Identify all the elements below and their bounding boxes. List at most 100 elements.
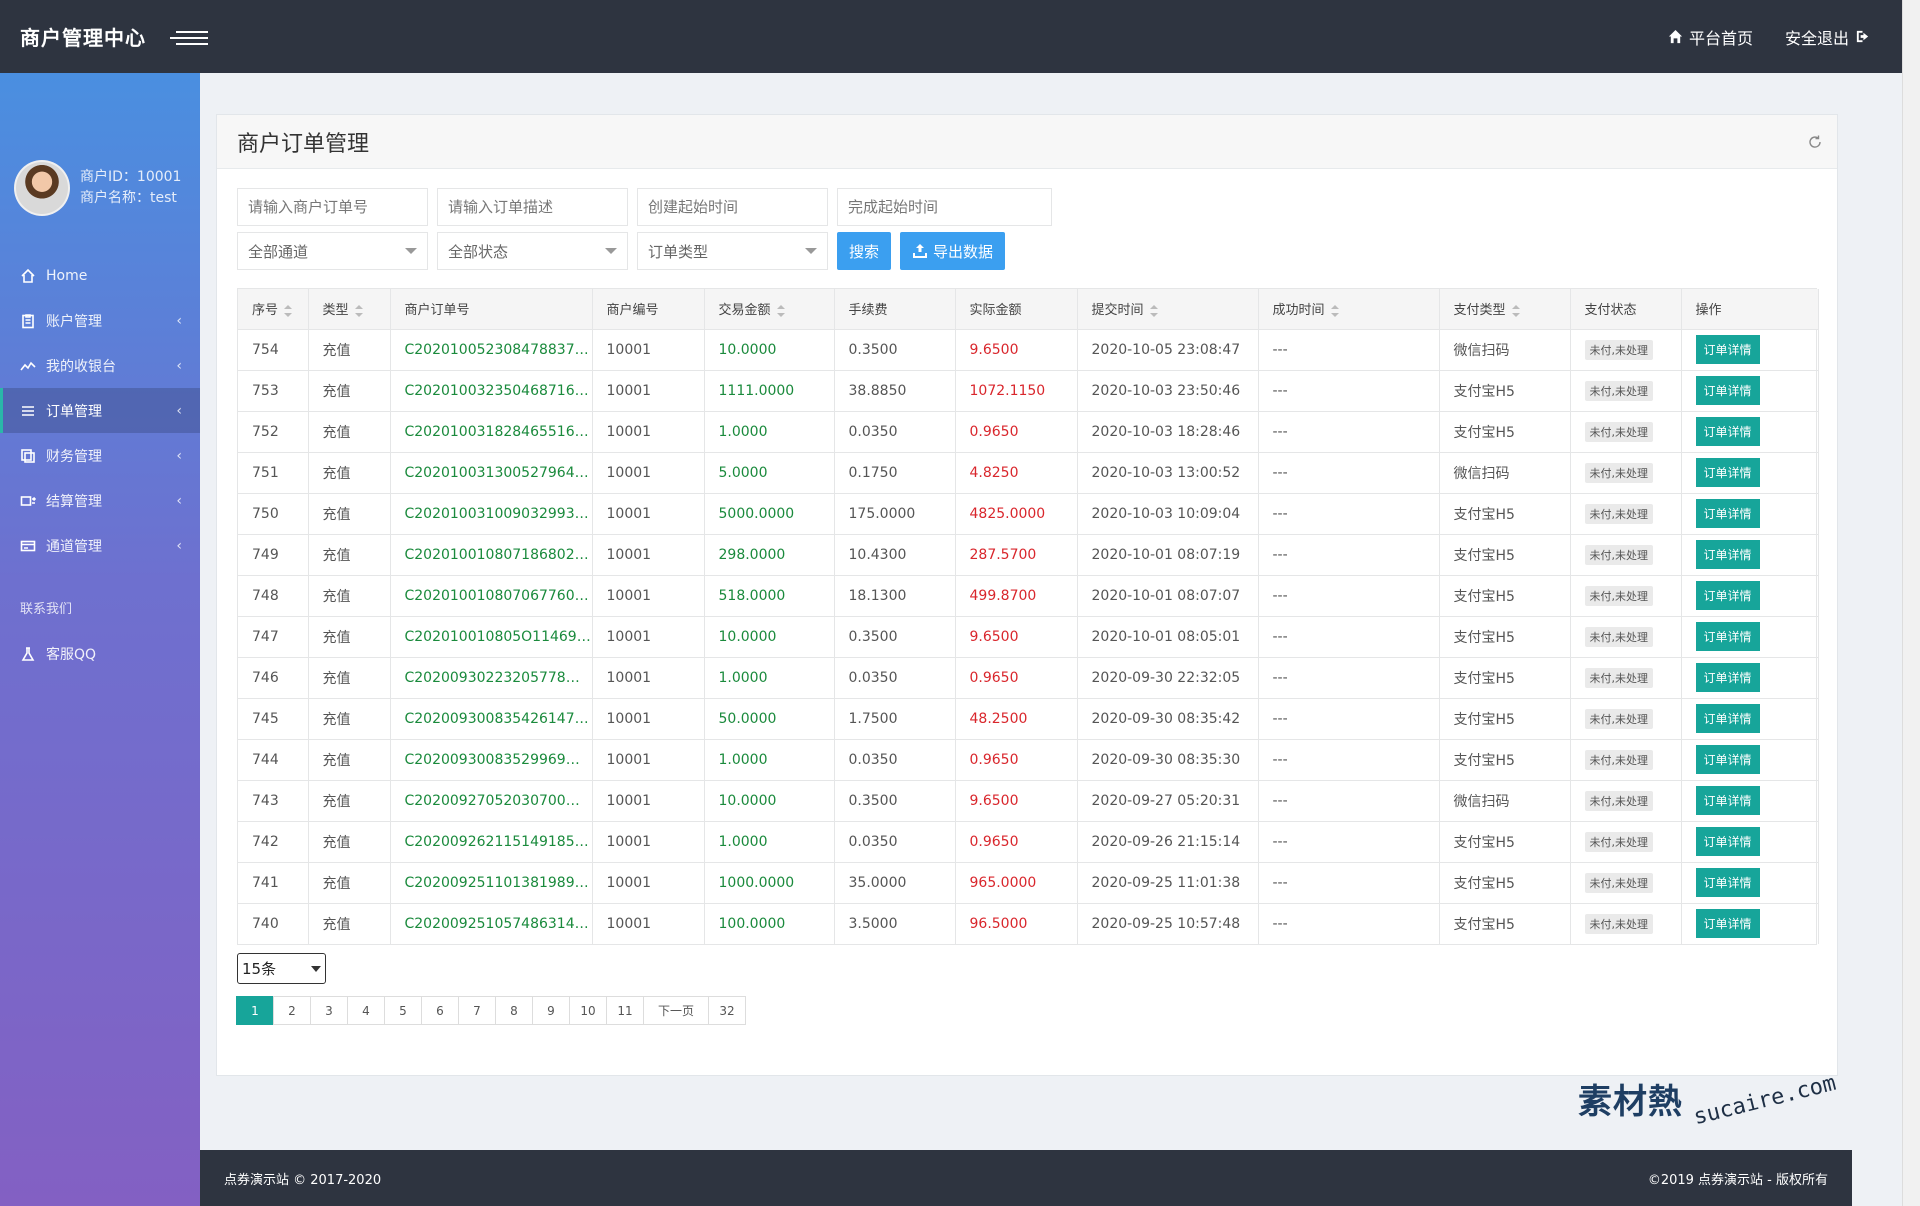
cell-type: 充值: [308, 575, 391, 617]
order-detail-button[interactable]: 订单详情: [1695, 868, 1760, 897]
sidebar-item-home[interactable]: Home: [0, 253, 200, 298]
watermark-main-text: 素材熱: [1578, 1082, 1683, 1122]
home-icon: [21, 268, 35, 283]
channel-select[interactable]: 全部通道: [237, 232, 428, 270]
order-detail-button[interactable]: 订单详情: [1695, 376, 1760, 405]
page-size-select[interactable]: 15条: [237, 953, 326, 984]
sidebar-item-cashier[interactable]: 我的收银台 ‹: [0, 343, 200, 388]
home-icon: [1668, 29, 1683, 44]
cell-success-time: ---: [1258, 370, 1440, 412]
column-header[interactable]: 提交时间: [1077, 289, 1259, 330]
page-button[interactable]: 8: [495, 996, 533, 1025]
order-desc-input[interactable]: [437, 188, 628, 226]
page-button[interactable]: 6: [421, 996, 459, 1025]
order-detail-button[interactable]: 订单详情: [1695, 786, 1760, 815]
column-header[interactable]: 序号: [238, 289, 309, 330]
sidebar-item-label: 我的收银台: [46, 358, 116, 375]
order-detail-button[interactable]: 订单详情: [1695, 704, 1760, 733]
sort-icon[interactable]: [354, 304, 363, 317]
cell-status: 未付,未处理: [1570, 370, 1682, 412]
sort-icon[interactable]: [284, 304, 293, 317]
status-select-value: 全部状态: [448, 242, 509, 261]
order-detail-button[interactable]: 订单详情: [1695, 335, 1760, 364]
order-detail-button[interactable]: 订单详情: [1695, 827, 1760, 856]
cell-actual: 4825.0000: [955, 493, 1078, 535]
footer-copyright-left: 点券演示站 © 2017-2020: [224, 1172, 382, 1188]
cell-action: 订单详情: [1681, 903, 1819, 944]
sidebar-item-account[interactable]: 账户管理 ‹: [0, 298, 200, 343]
cell-merchant: 10001: [592, 903, 705, 944]
export-button[interactable]: 导出数据: [900, 232, 1006, 270]
order-detail-button[interactable]: 订单详情: [1695, 663, 1760, 692]
page-button[interactable]: 5: [384, 996, 422, 1025]
column-header[interactable]: 交易金额: [704, 289, 835, 330]
order-detail-button[interactable]: 订单详情: [1695, 581, 1760, 610]
logout-link[interactable]: 安全退出: [1785, 25, 1870, 49]
create-time-input[interactable]: [637, 188, 828, 226]
search-button[interactable]: 搜索: [837, 232, 892, 270]
status-badge: 未付,未处理: [1584, 831, 1653, 852]
sort-icon[interactable]: [1149, 304, 1158, 317]
cell-submit-time: 2020-10-03 13:00:52: [1077, 452, 1259, 494]
cell-actual: 0.9650: [955, 657, 1078, 699]
status-badge: 未付,未处理: [1584, 872, 1653, 893]
order-no-input[interactable]: [237, 188, 428, 226]
cell-status: 未付,未处理: [1570, 862, 1682, 904]
finish-time-input[interactable]: [837, 188, 1052, 226]
page-button[interactable]: 7: [458, 996, 496, 1025]
menu-toggle-icon[interactable]: [170, 27, 208, 47]
order-detail-button[interactable]: 订单详情: [1695, 745, 1760, 774]
page-button[interactable]: 2: [273, 996, 311, 1025]
order-detail-button[interactable]: 订单详情: [1695, 458, 1760, 487]
page-button[interactable]: 1: [236, 996, 274, 1025]
status-select[interactable]: 全部状态: [437, 232, 628, 270]
cell-merchant: 10001: [592, 452, 705, 494]
sidebar-item-settlement[interactable]: 结算管理 ‹: [0, 478, 200, 523]
column-header[interactable]: 类型: [308, 289, 391, 330]
sidebar-item-finance[interactable]: 财务管理 ‹: [0, 433, 200, 478]
list-icon: [22, 405, 34, 416]
status-badge: 未付,未处理: [1584, 667, 1653, 688]
table-row: 752 充值 C202010031828465516… 10001 1.0000 0.03…: [238, 411, 1819, 453]
panel-header: 商户订单管理: [217, 115, 1837, 169]
refresh-icon[interactable]: [1807, 134, 1823, 150]
export-button-label: 导出数据: [933, 243, 994, 261]
sort-icon[interactable]: [1330, 304, 1339, 317]
column-header[interactable]: 成功时间: [1258, 289, 1440, 330]
sidebar-item-contact-qq[interactable]: 客服QQ: [0, 631, 200, 676]
order-detail-button[interactable]: 订单详情: [1695, 622, 1760, 651]
sidebar-item-channel[interactable]: 通道管理 ‹: [0, 523, 200, 568]
page-button[interactable]: 10: [569, 996, 607, 1025]
page-button[interactable]: 32: [708, 996, 747, 1025]
column-header[interactable]: 支付类型: [1439, 289, 1571, 330]
cell-merchant: 10001: [592, 698, 705, 740]
channel-select-value: 全部通道: [248, 242, 309, 261]
column-header: 操作: [1681, 289, 1819, 330]
table-row: 741 充值 C2020092511013819897 7 10001 1000.000…: [238, 862, 1819, 904]
cell-id: 741: [238, 862, 309, 904]
page-button[interactable]: 3: [310, 996, 348, 1025]
cell-pay-type: 支付宝H5: [1439, 903, 1571, 944]
order-detail-button[interactable]: 订单详情: [1695, 417, 1760, 446]
cell-fee: 10.4300: [834, 534, 956, 576]
order-type-select[interactable]: 订单类型: [637, 232, 828, 270]
order-detail-button[interactable]: 订单详情: [1695, 909, 1760, 939]
page-scrollbar[interactable]: [1902, 0, 1920, 1206]
filter-form: 全部通道 全部状态 订单类型 搜索 导出数据: [237, 188, 1052, 276]
page-button[interactable]: 9: [532, 996, 570, 1025]
sidebar-item-orders[interactable]: 订单管理 ‹: [0, 388, 200, 433]
order-detail-button[interactable]: 订单详情: [1695, 499, 1760, 528]
sort-icon[interactable]: [1511, 304, 1520, 317]
status-badge: 未付,未处理: [1584, 503, 1653, 524]
page-button[interactable]: 11: [606, 996, 644, 1025]
platform-home-link[interactable]: 平台首页: [1668, 25, 1753, 49]
page-button[interactable]: 4: [347, 996, 385, 1025]
cell-submit-time: 2020-09-26 21:15:14: [1077, 821, 1259, 863]
next-page-button[interactable]: 下一页: [643, 996, 710, 1025]
table-row: 750 充值 C202010031009032993… 10001 5000.0000 1…: [238, 493, 1819, 535]
cell-fee: 175.0000: [834, 493, 956, 535]
cell-submit-time: 2020-09-30 08:35:30: [1077, 739, 1259, 781]
cell-pay-type: 支付宝H5: [1439, 411, 1571, 453]
sort-icon[interactable]: [776, 304, 785, 317]
order-detail-button[interactable]: 订单详情: [1695, 540, 1760, 569]
